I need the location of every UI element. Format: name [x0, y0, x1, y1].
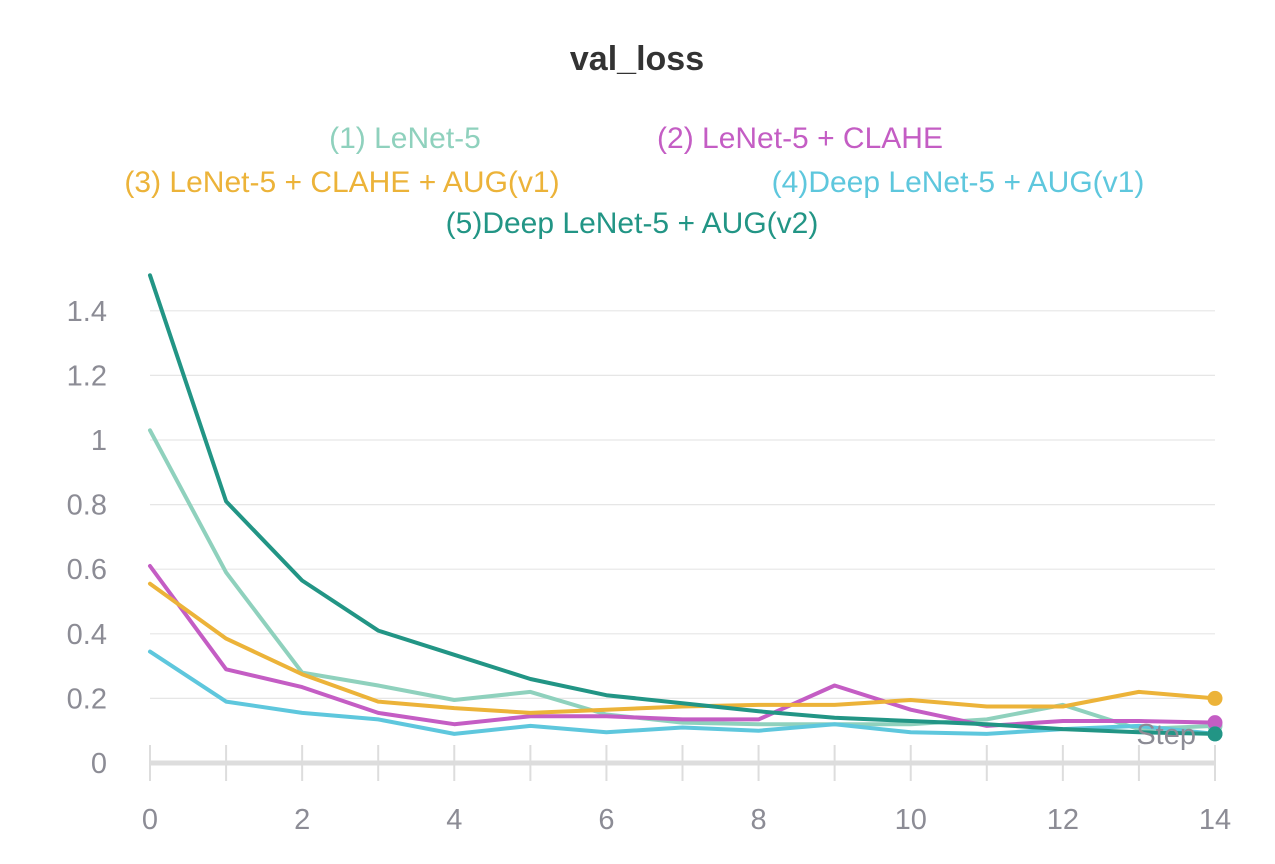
legend-entry-3[interactable]: (3) LeNet-5 + CLAHE + AUG(v1) [124, 166, 559, 199]
y-tick-label: 0.4 [67, 619, 107, 651]
y-tick-label: 0.6 [67, 554, 107, 586]
x-tick-label: 0 [142, 804, 158, 836]
x-tick-label: 6 [598, 804, 614, 836]
x-tick-label: 14 [1199, 804, 1231, 836]
y-tick-label: 0 [91, 748, 107, 780]
x-tick-label: 2 [294, 804, 310, 836]
x-axis: 0 2 4 6 8 10 12 14 [142, 745, 1231, 836]
chart-title: val_loss [570, 40, 704, 78]
x-tick-label: 10 [895, 804, 927, 836]
y-tick-label: 0.8 [67, 490, 107, 522]
series-end-point-5[interactable] [1207, 726, 1223, 742]
series-line-1[interactable] [148, 428, 1217, 732]
legend-entry-2[interactable]: (2) LeNet-5 + CLAHE [657, 122, 943, 155]
y-tick-label: 1.4 [67, 296, 107, 328]
legend: (1) LeNet-5 (2) LeNet-5 + CLAHE (3) LeNe… [124, 122, 1144, 240]
y-tick-label: 0.2 [67, 683, 107, 715]
series-line-4[interactable] [148, 649, 1217, 736]
x-tick-label: 8 [751, 804, 767, 836]
series-end-point-2[interactable] [1207, 715, 1223, 731]
x-tick-label: 4 [446, 804, 462, 836]
series-line-5[interactable] [148, 273, 1217, 736]
x-tick-label: 12 [1047, 804, 1079, 836]
x-axis-label: Step [1136, 719, 1196, 751]
legend-entry-1[interactable]: (1) LeNet-5 [329, 122, 481, 155]
legend-entry-4[interactable]: (4)Deep LeNet-5 + AUG(v1) [772, 166, 1145, 199]
series-end-point-3[interactable] [1207, 690, 1223, 706]
series-line-3[interactable] [148, 581, 1217, 715]
y-tick-label: 1.2 [67, 360, 107, 392]
series-line-2[interactable] [148, 564, 1217, 728]
legend-entry-5[interactable]: (5)Deep LeNet-5 + AUG(v2) [446, 207, 819, 240]
plot-area [148, 273, 1223, 742]
y-axis: 0 0.2 0.4 0.6 0.8 1 1.2 1.4 [67, 296, 107, 780]
grid-lines [150, 310, 1215, 700]
y-tick-label: 1 [91, 425, 107, 457]
